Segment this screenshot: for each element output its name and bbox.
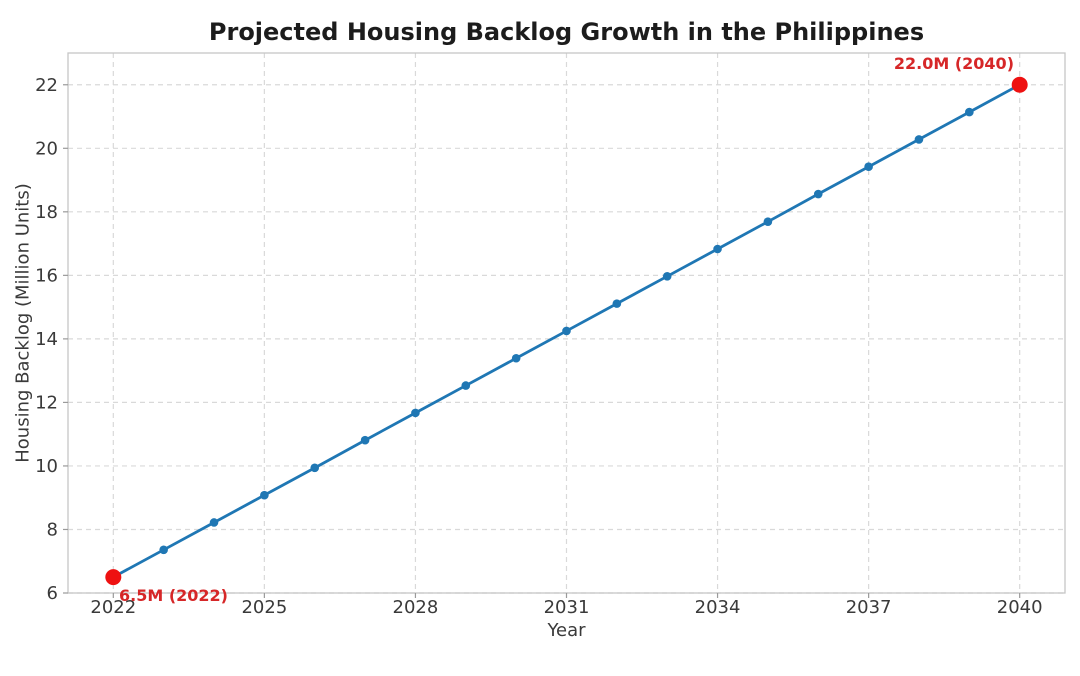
x-tick-label: 2028 <box>393 597 439 618</box>
data-point <box>511 353 521 363</box>
data-point <box>310 463 320 473</box>
data-point <box>965 107 974 117</box>
y-tick-label: 22 <box>35 75 58 96</box>
data-point <box>914 135 924 144</box>
data-point <box>411 408 420 418</box>
annotation-end-value: 22.0M (2040) <box>893 54 1014 73</box>
y-tick-label: 10 <box>35 456 58 477</box>
data-point <box>763 217 773 226</box>
data-point <box>461 381 471 390</box>
data-point <box>864 162 873 172</box>
x-tick-label: 2034 <box>695 597 741 618</box>
y-tick-label: 20 <box>35 138 58 159</box>
y-tick-label: 8 <box>47 519 58 540</box>
x-tick-label: 2022 <box>90 597 136 618</box>
data-point <box>813 189 823 199</box>
data-point <box>713 244 722 254</box>
y-tick-label: 12 <box>35 392 58 413</box>
y-tick-label: 16 <box>35 265 58 286</box>
data-point <box>562 326 571 336</box>
x-tick-label: 2040 <box>997 597 1043 618</box>
data-point <box>360 435 370 445</box>
data-point <box>662 272 672 281</box>
y-axis-label: Housing Backlog (Million Units) <box>12 183 34 463</box>
annotation-start-value: 6.5M (2022) <box>119 586 228 605</box>
y-tick-label: 14 <box>35 329 58 350</box>
chart-title: Projected Housing Backlog Growth in the … <box>208 18 925 46</box>
data-point <box>209 518 219 527</box>
y-tick-label: 6 <box>47 583 58 604</box>
x-axis-label: Year <box>547 620 586 641</box>
endpoint-marker <box>1011 76 1028 93</box>
data-point <box>260 490 269 500</box>
x-tick-label: 2037 <box>846 597 892 618</box>
data-point <box>159 545 168 555</box>
data-point <box>612 299 622 308</box>
y-tick-label: 18 <box>35 202 58 223</box>
endpoint-marker <box>105 569 122 586</box>
x-tick-label: 2031 <box>544 597 590 618</box>
x-tick-label: 2025 <box>241 597 287 618</box>
